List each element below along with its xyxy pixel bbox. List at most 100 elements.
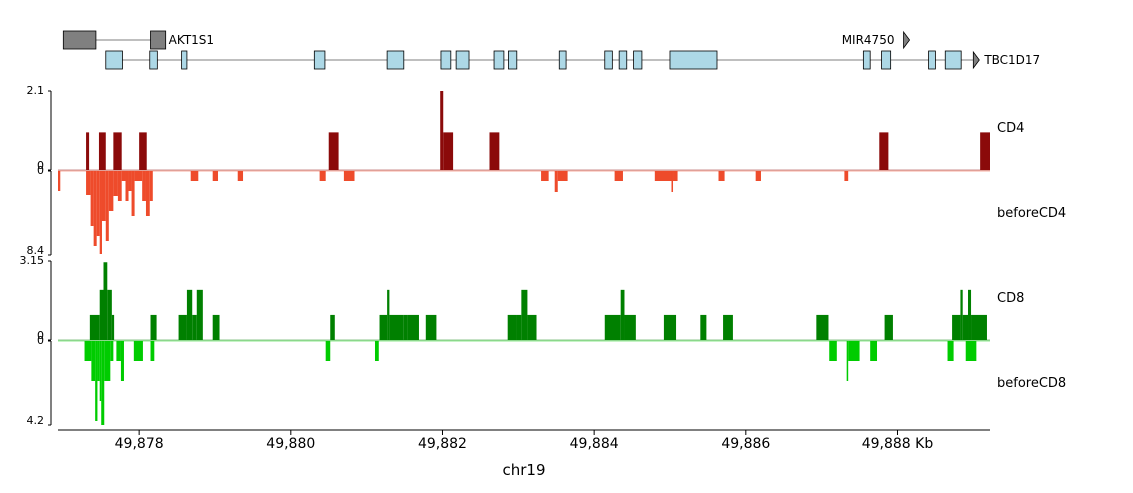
coverage-bar (330, 314, 335, 340)
coverage-bar (671, 171, 674, 192)
coverage-bar (116, 341, 121, 361)
x-axis-tick-label: 49,888 Kb (862, 436, 934, 452)
coverage-bar (91, 341, 96, 381)
coverage-bar (968, 289, 972, 340)
coverage-bar (557, 171, 568, 181)
track-name: CD8 (997, 291, 1024, 306)
gene-exon (881, 50, 892, 70)
coverage-bar (379, 314, 388, 340)
coverage-bar (554, 171, 558, 192)
coverage-bar (111, 314, 115, 340)
coverage-bar (425, 314, 437, 340)
gene-exon (105, 50, 123, 70)
coverage-bar (107, 289, 112, 340)
coverage-bar (980, 132, 990, 170)
x-axis-tick-label: 49,886 (721, 436, 770, 452)
coverage-bar (844, 171, 849, 181)
gene-exon (493, 50, 505, 70)
coverage-bar (407, 314, 419, 340)
gene-exon (181, 50, 188, 70)
coverage-bar (99, 171, 102, 254)
coverage-bar (816, 314, 829, 340)
coverage-bar (97, 341, 100, 381)
coverage-bar (139, 132, 147, 170)
coverage-bar (879, 132, 889, 170)
coverage-bar (196, 289, 203, 340)
gene-exon (862, 50, 871, 70)
coverage-bar (343, 171, 355, 181)
coverage-bar (99, 341, 102, 401)
coverage-bar (960, 289, 963, 340)
coverage-bar (673, 171, 678, 181)
track-y-tick-label: 0 (37, 164, 44, 177)
coverage-bar (527, 314, 537, 340)
gene-exon (669, 50, 718, 70)
coverage-bar (755, 171, 761, 181)
gene-tbc1d17: TBC1D17 (105, 50, 1040, 70)
coverage-bar (110, 341, 114, 361)
coverage-bar (103, 262, 108, 340)
coverage-bar (489, 132, 500, 170)
coverage-bar (108, 171, 114, 211)
coverage-bar (403, 314, 408, 340)
coverage-bar (718, 171, 725, 181)
gene-exon (455, 50, 470, 70)
coverage-bar (150, 341, 155, 361)
gene-exon (386, 50, 405, 70)
track-y-tick-label: 0 (37, 334, 44, 347)
coverage-bar (113, 171, 118, 196)
gene-label: MIR4750 (842, 33, 895, 47)
coverage-bar (101, 171, 106, 221)
track-y-tick-label: 0 (37, 159, 44, 172)
coverage-bar (443, 132, 454, 170)
coverage-bar (96, 171, 100, 236)
x-axis-tick-label: 49,878 (115, 436, 164, 452)
coverage-bar (95, 341, 98, 421)
coverage-bar (142, 171, 146, 201)
coverage-bar (870, 341, 878, 361)
coverage-bar (952, 314, 961, 340)
track-name: CD4 (997, 121, 1024, 136)
coverage-bar (374, 341, 379, 361)
coverage-bar (131, 171, 135, 216)
coverage-bar (387, 289, 390, 340)
coverage-bar (521, 289, 528, 340)
gene-exon (633, 50, 643, 70)
track-beforecd8: 0 4.2 beforeCD8 (27, 334, 1067, 427)
coverage-bar (700, 314, 707, 340)
coverage-bar (237, 171, 244, 181)
coverage-bar (120, 341, 124, 381)
coverage-bar (319, 171, 326, 181)
coverage-bar (962, 314, 969, 340)
coverage-bar (614, 171, 623, 181)
track-cd4: 2.1 0 CD4 (27, 84, 1025, 172)
track-cd8: 3.15 0 CD8 (20, 254, 1025, 342)
coverage-bar (98, 132, 106, 170)
coverage-bar (328, 132, 339, 170)
gene-exon (558, 50, 567, 70)
gene-exon (508, 50, 518, 70)
coverage-bar (723, 314, 733, 340)
coverage-bar (971, 314, 987, 340)
coverage-bar (117, 171, 122, 201)
coverage-bar (90, 171, 94, 226)
gene-exon (313, 50, 326, 70)
coverage-bar (121, 171, 126, 181)
coverage-bar (212, 171, 219, 181)
coverage-bar (846, 341, 849, 381)
coverage-bar (192, 314, 197, 340)
coverage-bar (624, 314, 636, 340)
track-y-tick-label: 0 (37, 329, 44, 342)
gene-exon (944, 50, 962, 70)
track-y-tick-label: 3.15 (20, 254, 45, 267)
coverage-bar (884, 314, 893, 340)
coverage-bar (125, 171, 129, 201)
coverage-bar (848, 341, 860, 361)
coverage-bar (58, 171, 61, 191)
coverage-bar (654, 171, 672, 181)
gene-exon (150, 30, 167, 50)
gene-label: AKT1S1 (169, 33, 214, 47)
gene-exon (604, 50, 613, 70)
